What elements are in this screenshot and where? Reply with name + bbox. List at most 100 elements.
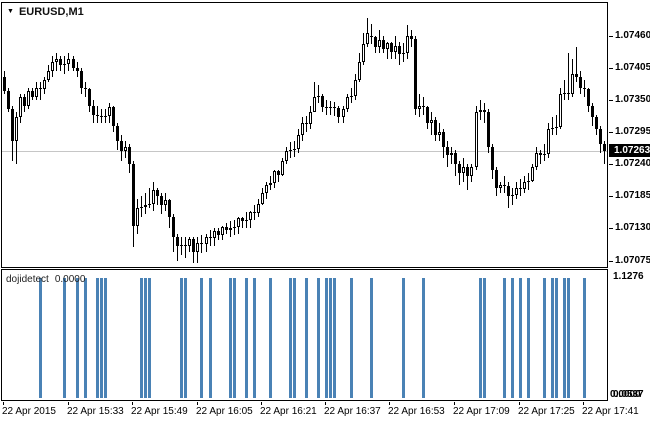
candle <box>535 147 538 170</box>
candle <box>362 33 365 65</box>
candle <box>19 94 22 123</box>
doji-bar <box>350 278 353 398</box>
candle <box>249 211 252 228</box>
price-tick-label: 1.07240 <box>615 158 650 169</box>
candle <box>233 220 236 235</box>
candle <box>132 161 135 247</box>
time-tick-label: 22 Apr 15:49 <box>131 406 188 417</box>
candle <box>426 106 429 129</box>
candle <box>603 141 606 164</box>
candle <box>140 196 143 217</box>
candle <box>422 97 425 115</box>
price-tick-dash <box>609 68 613 69</box>
candle <box>23 94 26 112</box>
time-tick-label: 22 Apr 2015 <box>2 406 56 417</box>
doji-bar <box>180 278 183 398</box>
candle <box>378 30 381 53</box>
candle <box>317 85 320 103</box>
candle <box>366 18 369 47</box>
candle <box>35 82 38 100</box>
time-tick-dash <box>132 402 133 405</box>
candle <box>269 176 272 190</box>
price-tick-dash <box>609 132 613 133</box>
candle <box>59 56 62 71</box>
candle <box>462 158 465 182</box>
symbol-selector[interactable]: ▼ EURUSD,M1 <box>7 6 84 18</box>
doji-bar <box>245 278 248 398</box>
candlestick-chart[interactable] <box>2 3 607 267</box>
time-tick-label: 22 Apr 16:05 <box>196 406 253 417</box>
candle <box>555 115 558 135</box>
candle <box>559 88 562 129</box>
candle <box>43 77 46 94</box>
time-tick-dash <box>261 402 262 405</box>
candle <box>257 199 260 217</box>
candle <box>551 117 554 135</box>
doji-bar <box>483 278 486 398</box>
candle <box>309 106 312 129</box>
doji-bar <box>422 278 425 398</box>
candle <box>495 167 498 196</box>
candle <box>293 141 296 157</box>
indicator-panel[interactable]: dojidetect 0.0000 <box>1 269 608 401</box>
time-tick-dash <box>3 402 4 405</box>
candle <box>450 147 453 164</box>
candle <box>438 123 441 141</box>
candle <box>176 234 179 261</box>
candle <box>342 106 345 123</box>
candle <box>108 103 111 123</box>
doji-bar <box>140 278 143 398</box>
candle <box>410 30 413 47</box>
candle <box>466 164 469 190</box>
candle <box>563 80 566 100</box>
candle <box>483 103 486 123</box>
candle <box>188 237 191 252</box>
candle <box>277 170 280 182</box>
candle <box>575 47 578 82</box>
doji-bar <box>305 278 308 398</box>
price-tick-dash <box>609 261 613 262</box>
candle <box>507 182 510 208</box>
candle <box>579 71 582 94</box>
candle <box>430 112 433 135</box>
candle <box>527 173 530 190</box>
candle <box>200 235 203 253</box>
price-scale[interactable]: 1.07263 1.1276 0.0000 0.0537 1.07460 1.07… <box>609 0 650 421</box>
doji-histogram[interactable] <box>2 270 607 400</box>
time-tick-label: 22 Apr 16:21 <box>260 406 317 417</box>
doji-bar <box>527 278 530 398</box>
indicator-scale-min-label: 0.0000 0.0537 <box>609 389 650 401</box>
price-chart-panel[interactable]: ▼ EURUSD,M1 <box>1 2 608 268</box>
time-tick-label: 22 Apr 17:09 <box>453 406 510 417</box>
doji-bar <box>76 278 79 398</box>
candle <box>531 164 534 182</box>
candle <box>386 42 389 59</box>
time-tick-dash <box>389 402 390 405</box>
candle <box>184 237 187 258</box>
candle <box>136 199 139 234</box>
doji-bar <box>289 278 292 398</box>
candle <box>76 62 79 77</box>
indicator-scale-max-label: 1.1276 <box>613 271 644 282</box>
time-tick-dash <box>454 402 455 405</box>
time-scale[interactable]: 22 Apr 2015 22 Apr 15:33 22 Apr 15:49 22 Ap… <box>0 402 650 421</box>
price-tick-label: 1.07075 <box>615 255 650 266</box>
candle <box>418 94 421 117</box>
doji-bar <box>567 278 570 398</box>
candle <box>475 106 478 170</box>
candlestick-series <box>3 18 606 263</box>
doji-bar <box>519 278 522 398</box>
price-tick-dash <box>609 196 613 197</box>
doji-bar <box>269 278 272 398</box>
doji-bar <box>144 278 147 398</box>
candle <box>124 141 127 158</box>
candle <box>515 182 518 199</box>
candle <box>281 158 284 176</box>
time-tick-dash <box>583 402 584 405</box>
doji-bar <box>325 278 328 398</box>
doji-bar <box>555 278 558 398</box>
doji-histogram-series <box>39 278 586 398</box>
candle <box>599 126 602 153</box>
candle <box>499 182 502 193</box>
time-tick-label: 22 Apr 16:37 <box>324 406 381 417</box>
